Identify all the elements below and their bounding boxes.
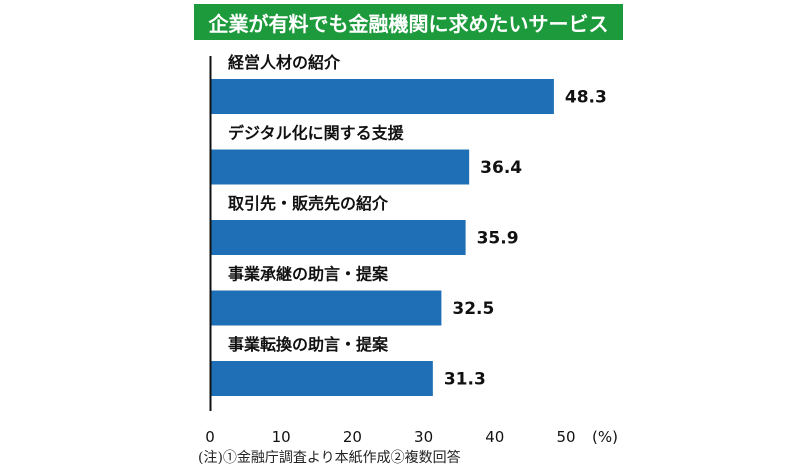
- value-label: 48.3: [565, 88, 607, 108]
- chart-title: 企業が有料でも金融機関に求めたいサービス: [194, 4, 623, 40]
- x-tick-label: 30: [414, 428, 433, 446]
- category-label: 取引先・販売先の紹介: [228, 194, 389, 213]
- value-label: 32.5: [452, 299, 494, 319]
- x-tick-label: 10: [272, 428, 291, 446]
- x-tick-label: 0: [205, 428, 215, 446]
- value-label: 36.4: [480, 158, 522, 178]
- bar: [211, 220, 466, 255]
- x-tick-label: 50: [556, 428, 575, 446]
- value-label: 31.3: [444, 370, 486, 390]
- value-label: 35.9: [477, 229, 519, 249]
- bar: [211, 149, 470, 185]
- x-tick-label: 20: [343, 428, 362, 446]
- bars-layer: 経営人材の紹介 48.3 デジタル化に関する支援 36.4 取引先・販売先の紹介 35.9…: [211, 53, 607, 396]
- bar: [211, 290, 442, 326]
- unit-label: (%): [592, 428, 618, 446]
- category-label: 事業承継の助言・提案: [228, 265, 389, 284]
- x-axis: 0 10 20 30 40 50 (%): [205, 56, 618, 446]
- x-tick-label: 40: [485, 428, 504, 446]
- category-label: 経営人材の紹介: [228, 53, 341, 72]
- bar: [211, 361, 433, 396]
- category-label: デジタル化に関する支援: [228, 124, 405, 143]
- footnote: (注)①金融庁調査より本紙作成②複数回答: [198, 450, 461, 466]
- category-label: 事業転換の助言・提案: [228, 335, 389, 354]
- bar: [211, 79, 554, 114]
